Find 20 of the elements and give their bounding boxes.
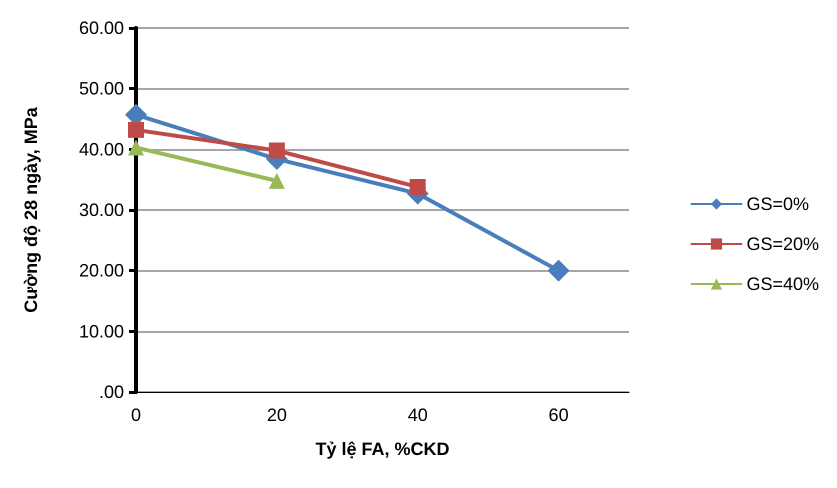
x-tick-label: 20: [266, 405, 287, 425]
x-axis-title: Tỷ lệ FA, %CKD: [315, 439, 450, 459]
x-tick-label: 40: [408, 405, 428, 425]
y-tick-label: 40.00: [78, 139, 124, 160]
y-tick-label: .00: [98, 382, 124, 402]
y-tick-label: 50.00: [78, 78, 124, 99]
y-axis-title: Cường độ 28 ngày, MPa: [21, 106, 41, 313]
legend-label: GS=0%: [746, 194, 809, 214]
x-tick-label: 60: [548, 405, 569, 425]
y-tick-label: 20.00: [78, 260, 124, 281]
point: [410, 178, 426, 195]
y-tick-label: 60.00: [78, 18, 124, 38]
point: [268, 142, 285, 159]
y-tick-label: 30.00: [78, 200, 124, 220]
point: [548, 260, 570, 282]
legend-label: GS=20%: [746, 234, 819, 254]
y-tick-label: 10.00: [78, 321, 124, 342]
x-tick-label: 0: [130, 405, 142, 425]
point: [128, 122, 144, 138]
legend-label: GS=40%: [746, 274, 819, 294]
